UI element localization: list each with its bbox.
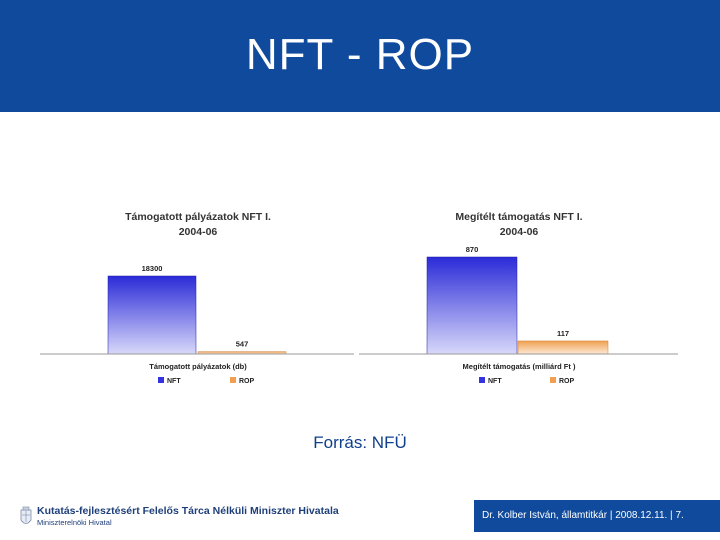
chart-2-legend-nft: NFT <box>488 378 502 385</box>
chart-1-bar-nft <box>107 275 197 355</box>
chart-1-title: 2004-06 <box>179 226 218 238</box>
title-bar: NFT - ROP <box>0 0 720 112</box>
chart-1-legend-swatch-nft <box>158 377 164 383</box>
footer-suborganization: Miniszterelnöki Hivatal <box>37 518 112 527</box>
chart-2-legend-rop: ROP <box>559 378 575 385</box>
chart-1-legend-nft: NFT <box>167 378 181 385</box>
chart-1-data-label-nft: 18300 <box>142 264 163 273</box>
chart-2-x-axis-label: Megítélt támogatás (milliárd Ft ) <box>463 362 576 371</box>
chart-2-title: 2004-06 <box>500 226 539 238</box>
source-note: Forrás: NFÜ <box>313 433 407 452</box>
chart-2-bar-rop <box>517 340 609 355</box>
footer-organization: Kutatás-fejlesztésért Felelős Tárca Nélk… <box>37 505 339 517</box>
chart-1-data-label-rop: 547 <box>236 340 249 349</box>
chart-1-legend-rop: ROP <box>239 378 255 385</box>
chart-2-data-label-rop: 117 <box>557 329 569 338</box>
footer-credit-bar: Dr. Kolber István, államtitkár | 2008.12… <box>474 500 720 532</box>
chart-2-title: Megítélt támogatás NFT I. <box>455 211 582 223</box>
coat-of-arms-icon <box>20 506 32 524</box>
chart-1-title: Támogatott pályázatok NFT I. <box>125 211 271 223</box>
slide-title: NFT - ROP <box>245 30 475 79</box>
footer-credit: Dr. Kolber István, államtitkár | 2008.12… <box>482 510 684 521</box>
chart-1-legend-swatch-rop <box>230 377 236 383</box>
chart-2-data-label-nft: 870 <box>466 245 479 254</box>
bar-charts: Támogatott pályázatok NFT I. 2004-06 18300… <box>40 211 678 385</box>
chart-2-bar-nft <box>426 256 518 355</box>
chart-2-legend-swatch-nft <box>479 377 485 383</box>
chart-2-legend-swatch-rop <box>550 377 556 383</box>
chart-1-x-axis-label: Támogatott pályázatok (db) <box>149 362 247 371</box>
